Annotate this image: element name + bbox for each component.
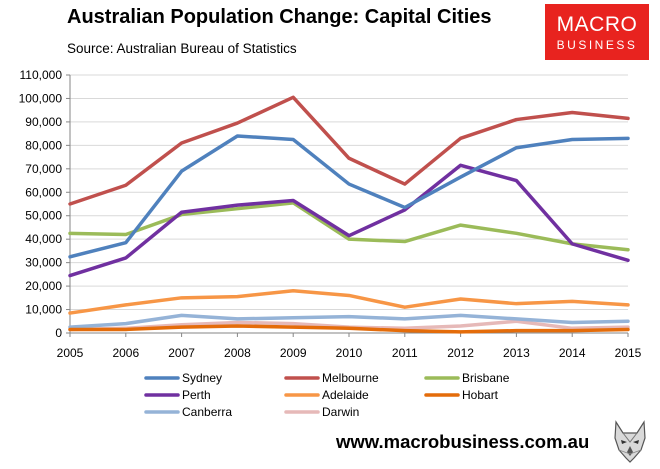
legend-item-brisbane: Brisbane bbox=[424, 371, 510, 385]
series-line-sydney bbox=[68, 134, 630, 259]
x-tick-label: 2008 bbox=[224, 346, 251, 360]
x-tick-label: 2015 bbox=[615, 346, 642, 360]
legend-label: Sydney bbox=[182, 371, 222, 385]
series-line-brisbane bbox=[68, 201, 630, 252]
x-tick-label: 2010 bbox=[336, 346, 363, 360]
logo-line-1: MACRO bbox=[556, 13, 638, 36]
legend-item-hobart: Hobart bbox=[424, 388, 499, 402]
legend-item-sydney: Sydney bbox=[144, 371, 222, 385]
y-tick-label: 40,000 bbox=[25, 232, 62, 246]
legend-item-perth: Perth bbox=[144, 388, 211, 402]
y-tick-label: 90,000 bbox=[25, 115, 62, 129]
legend-label: Melbourne bbox=[322, 371, 379, 385]
macrobusiness-logo: MACRO BUSINESS bbox=[545, 4, 649, 60]
series-lines bbox=[68, 95, 630, 334]
series-line-perth bbox=[68, 163, 630, 278]
logo-line-2: BUSINESS bbox=[556, 38, 638, 52]
legend-item-canberra: Canberra bbox=[144, 405, 232, 419]
x-tick-label: 2011 bbox=[392, 346, 418, 360]
legend-label: Hobart bbox=[462, 388, 499, 402]
chart-source: Source: Australian Bureau of Statistics bbox=[67, 41, 297, 56]
x-tick-label: 2006 bbox=[112, 346, 139, 360]
legend-label: Canberra bbox=[182, 405, 232, 419]
y-tick-label: 20,000 bbox=[25, 279, 62, 293]
wolf-icon bbox=[610, 420, 650, 464]
y-tick-label: 10,000 bbox=[25, 303, 62, 317]
y-tick-label: 0 bbox=[55, 326, 62, 340]
legend-item-melbourne: Melbourne bbox=[284, 371, 379, 385]
x-tick-label: 2007 bbox=[168, 346, 195, 360]
x-tick-label: 2014 bbox=[559, 346, 586, 360]
website-url: www.macrobusiness.com.au bbox=[336, 431, 590, 452]
x-axis-ticks: 2005 2006 2007 2008 2009 2010 2011 2012 2013 2014… bbox=[57, 333, 642, 360]
y-tick-label: 70,000 bbox=[25, 162, 62, 176]
legend-label: Brisbane bbox=[462, 371, 510, 385]
series-line-adelaide bbox=[68, 289, 630, 315]
x-tick-label: 2013 bbox=[503, 346, 530, 360]
y-tick-label: 110,000 bbox=[20, 68, 63, 82]
legend-label: Adelaide bbox=[322, 388, 369, 402]
series-line-melbourne bbox=[68, 95, 630, 206]
legend-label: Darwin bbox=[322, 405, 359, 419]
y-tick-label: 50,000 bbox=[25, 209, 62, 223]
grid-lines bbox=[70, 74, 628, 311]
legend-item-darwin: Darwin bbox=[284, 405, 359, 419]
y-tick-label: 100,000 bbox=[19, 91, 63, 105]
x-tick-label: 2005 bbox=[57, 346, 84, 360]
x-tick-label: 2012 bbox=[447, 346, 474, 360]
y-tick-label: 80,000 bbox=[25, 138, 62, 152]
series-line-hobart bbox=[68, 324, 630, 334]
x-tick-label: 2009 bbox=[280, 346, 307, 360]
series-line-canberra bbox=[68, 313, 630, 329]
legend-label: Perth bbox=[182, 388, 211, 402]
y-tick-label: 30,000 bbox=[25, 256, 62, 270]
legend-item-adelaide: Adelaide bbox=[284, 388, 369, 402]
y-tick-label: 60,000 bbox=[25, 185, 62, 199]
y-axis-ticks: 0 10,000 20,000 30,000 40,000 50,000 60,000 70,… bbox=[19, 68, 70, 340]
legend: Sydney Melbourne Brisbane Perth Adelaide Hoba… bbox=[144, 371, 510, 419]
chart-title: Australian Population Change: Capital Ci… bbox=[67, 6, 492, 28]
